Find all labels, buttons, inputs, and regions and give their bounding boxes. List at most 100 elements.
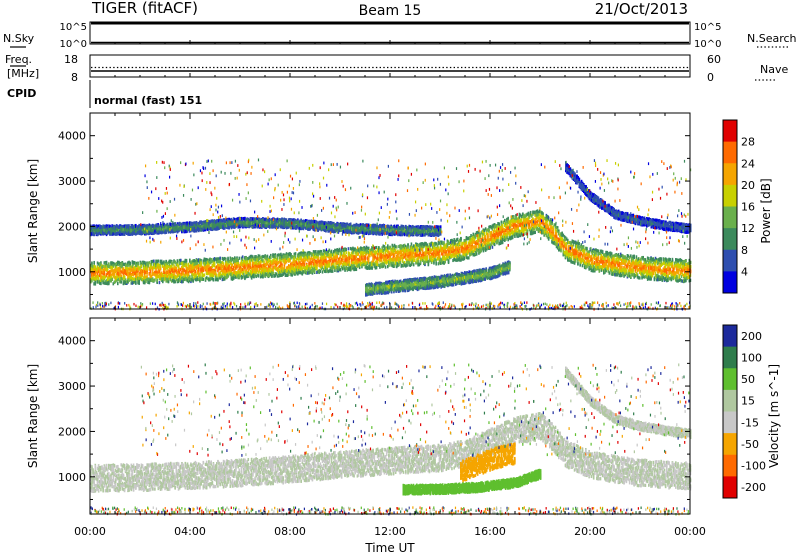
data-cell: [479, 234, 481, 237]
data-cell: [186, 259, 188, 262]
data-cell: [189, 275, 191, 278]
data-cell: [448, 259, 450, 262]
freq-tick-left-top: 18: [64, 53, 78, 66]
data-cell: [213, 278, 215, 281]
data-cell: [485, 235, 487, 238]
data-cell: [529, 223, 531, 226]
data-cell: [475, 236, 477, 239]
data-cell: [198, 267, 200, 270]
data-cell: [195, 270, 197, 273]
radar-title: TIGER (fitACF): [91, 0, 198, 17]
data-cell: [277, 256, 279, 259]
data-cell: [176, 267, 178, 270]
data-cell: [388, 263, 390, 266]
data-cell: [345, 248, 347, 251]
data-cell: [204, 273, 206, 276]
data-cell: [120, 280, 122, 283]
data-cell: [203, 278, 205, 281]
data-cell: [552, 229, 554, 232]
data-cell: [348, 247, 350, 250]
nsky-label: N.Sky: [3, 32, 35, 45]
data-cell: [258, 274, 260, 277]
nsky-tick-right-bottom: 10^0: [694, 39, 721, 50]
data-cell: [512, 236, 514, 239]
data-cell: [270, 256, 272, 259]
data-cell: [365, 256, 367, 259]
data-cell: [267, 255, 269, 258]
data-cell: [117, 282, 119, 285]
data-cell: [428, 263, 430, 266]
data-cell: [494, 243, 496, 246]
data-cell: [100, 282, 102, 285]
data-cell: [242, 255, 244, 258]
data-cell: [345, 251, 347, 254]
data-cell: [216, 274, 218, 277]
data-cell: [192, 280, 194, 283]
nave-tick-right-bottom: 0: [707, 71, 714, 84]
cpid-label: CPID: [7, 87, 36, 100]
data-cell: [476, 252, 478, 255]
cpid-panel: CPID normal (fast) 151: [7, 80, 202, 108]
data-cell: [153, 260, 155, 263]
data-cell: [413, 263, 415, 266]
data-cell: [142, 273, 144, 276]
data-cell: [502, 225, 504, 228]
cpid-value: normal (fast) 151: [94, 94, 202, 107]
freq-label: Freq.: [5, 53, 32, 66]
data-cell: [452, 246, 454, 249]
nsky-tick-left-top: 10^5: [60, 22, 87, 33]
data-cell: [356, 268, 358, 271]
nave-label: Nave: [760, 63, 788, 76]
nsky-tick-right-top: 10^5: [694, 22, 721, 33]
data-cell: [385, 265, 387, 268]
data-cell: [95, 282, 97, 285]
data-cell: [320, 270, 322, 273]
data-cell: [411, 242, 413, 245]
beam-label: Beam 15: [359, 3, 422, 19]
data-cell: [487, 233, 489, 236]
data-cell: [239, 257, 241, 260]
data-cell: [329, 263, 331, 266]
data-cell: [150, 270, 152, 273]
freq-tick-left-bottom: 8: [71, 71, 78, 84]
data-cell: [435, 262, 437, 265]
data-cell: [146, 272, 148, 275]
nsky-panel: N.Sky 10^5 10^0 10^5 10^0 N.Search: [3, 22, 797, 50]
data-cell: [138, 280, 140, 283]
data-cell: [156, 279, 158, 282]
data-cell: [331, 250, 333, 253]
data-cell: [407, 246, 409, 249]
data-cell: [160, 267, 162, 270]
data-cell: [129, 262, 131, 265]
data-cell: [433, 261, 435, 264]
data-cell: [487, 236, 489, 239]
data-cell: [271, 275, 273, 278]
data-cell: [338, 252, 340, 255]
data-cell: [159, 281, 161, 284]
data-cell: [396, 245, 398, 248]
freq-panel: Freq. [MHz] 18 8 60 0 Nave: [5, 53, 788, 84]
data-cell: [464, 256, 466, 259]
nsearch-label: N.Search: [747, 32, 797, 45]
data-cell: [371, 267, 373, 270]
data-cell: [98, 277, 100, 280]
data-cell: [468, 256, 470, 259]
data-cell: [439, 254, 441, 257]
freq-units: [MHz]: [7, 67, 39, 80]
data-cell: [368, 259, 370, 262]
data-cell: [158, 259, 160, 262]
data-cell: [104, 271, 106, 274]
data-cell: [466, 241, 468, 244]
date-label: 21/Oct/2013: [595, 0, 688, 18]
data-cell: [459, 242, 461, 245]
data-cell: [177, 259, 179, 262]
data-cell: [476, 245, 478, 248]
data-cell: [426, 255, 428, 258]
data-cell: [91, 261, 93, 264]
data-cell: [107, 268, 109, 271]
data-cell: [460, 237, 462, 240]
data-cell: [295, 252, 297, 255]
data-cell: [484, 232, 486, 235]
